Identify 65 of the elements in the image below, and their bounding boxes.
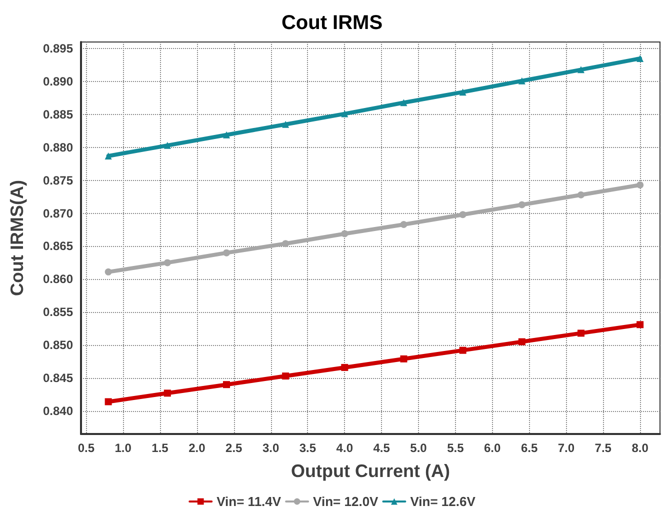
x-tick-label: 0.5: [78, 441, 95, 455]
y-tick-label: 0.880: [42, 140, 74, 154]
point: [282, 120, 290, 128]
point: [282, 240, 290, 248]
point: [222, 249, 230, 256]
point: [518, 201, 526, 208]
line-series: [104, 54, 644, 160]
point: [518, 77, 526, 84]
point: [341, 364, 348, 371]
point: [104, 268, 112, 276]
y-tick-label: 0.840: [42, 404, 74, 418]
point: [636, 321, 644, 328]
y-tick-label: 0.865: [42, 239, 74, 254]
x-tick-label: 2.5: [226, 441, 243, 455]
point: [636, 54, 644, 62]
point: [164, 390, 171, 397]
point: [459, 346, 466, 354]
x-tick-label: 3.0: [262, 441, 280, 455]
x-tick-label: 1.5: [152, 441, 169, 455]
x-tick-label: 4.5: [373, 441, 390, 455]
y-axis-title: Cout IRMS(A): [7, 180, 27, 296]
x-tick-label: 7.5: [594, 441, 612, 455]
point: [400, 220, 408, 228]
x-tick-label: 5.0: [410, 441, 428, 455]
x-tick-label: 4.0: [336, 441, 354, 455]
x-tick-label: 1.0: [114, 441, 132, 455]
point: [282, 372, 290, 380]
x-tick-label: 2.0: [188, 441, 206, 455]
y-tick-label: 0.855: [42, 305, 74, 320]
point: [459, 88, 466, 96]
x-tick-label: 5.5: [447, 441, 464, 455]
point: [222, 131, 230, 138]
point: [164, 259, 171, 266]
point: [222, 381, 230, 388]
x-tick-label: 3.5: [299, 441, 316, 455]
x-axis-title: Output Current (A): [291, 461, 450, 481]
x-tick-label: 8.0: [632, 441, 649, 455]
point: [341, 230, 348, 238]
point: [164, 142, 171, 149]
point: [577, 330, 584, 337]
y-tick-label: 0.870: [42, 206, 74, 220]
y-tick-label: 0.850: [42, 338, 74, 352]
chart-title: Cout IRMS: [281, 12, 383, 34]
y-tick-label: 0.895: [42, 42, 74, 56]
y-tick-label: 0.845: [42, 371, 74, 385]
point: [577, 191, 584, 198]
point: [104, 152, 112, 160]
point: [400, 355, 408, 362]
x-tick-label: 7.0: [558, 441, 575, 455]
point: [636, 181, 644, 188]
point: [459, 211, 466, 218]
point: [400, 99, 408, 106]
y-tick-label: 0.890: [42, 74, 74, 89]
y-tick-label: 0.885: [42, 107, 74, 122]
legend-label: Vin= 12.6V: [410, 494, 476, 509]
point: [104, 398, 112, 406]
x-tick-label: 6.5: [520, 441, 538, 455]
y-tick-label: 0.860: [42, 272, 74, 286]
x-tick-label: 6.0: [484, 441, 502, 455]
point: [577, 66, 584, 74]
legend-label: Vin= 11.4V: [216, 494, 282, 509]
y-tick-label: 0.875: [42, 173, 74, 188]
point: [518, 338, 526, 346]
point: [341, 110, 348, 118]
legend-label: Vin= 12.0V: [313, 494, 379, 509]
